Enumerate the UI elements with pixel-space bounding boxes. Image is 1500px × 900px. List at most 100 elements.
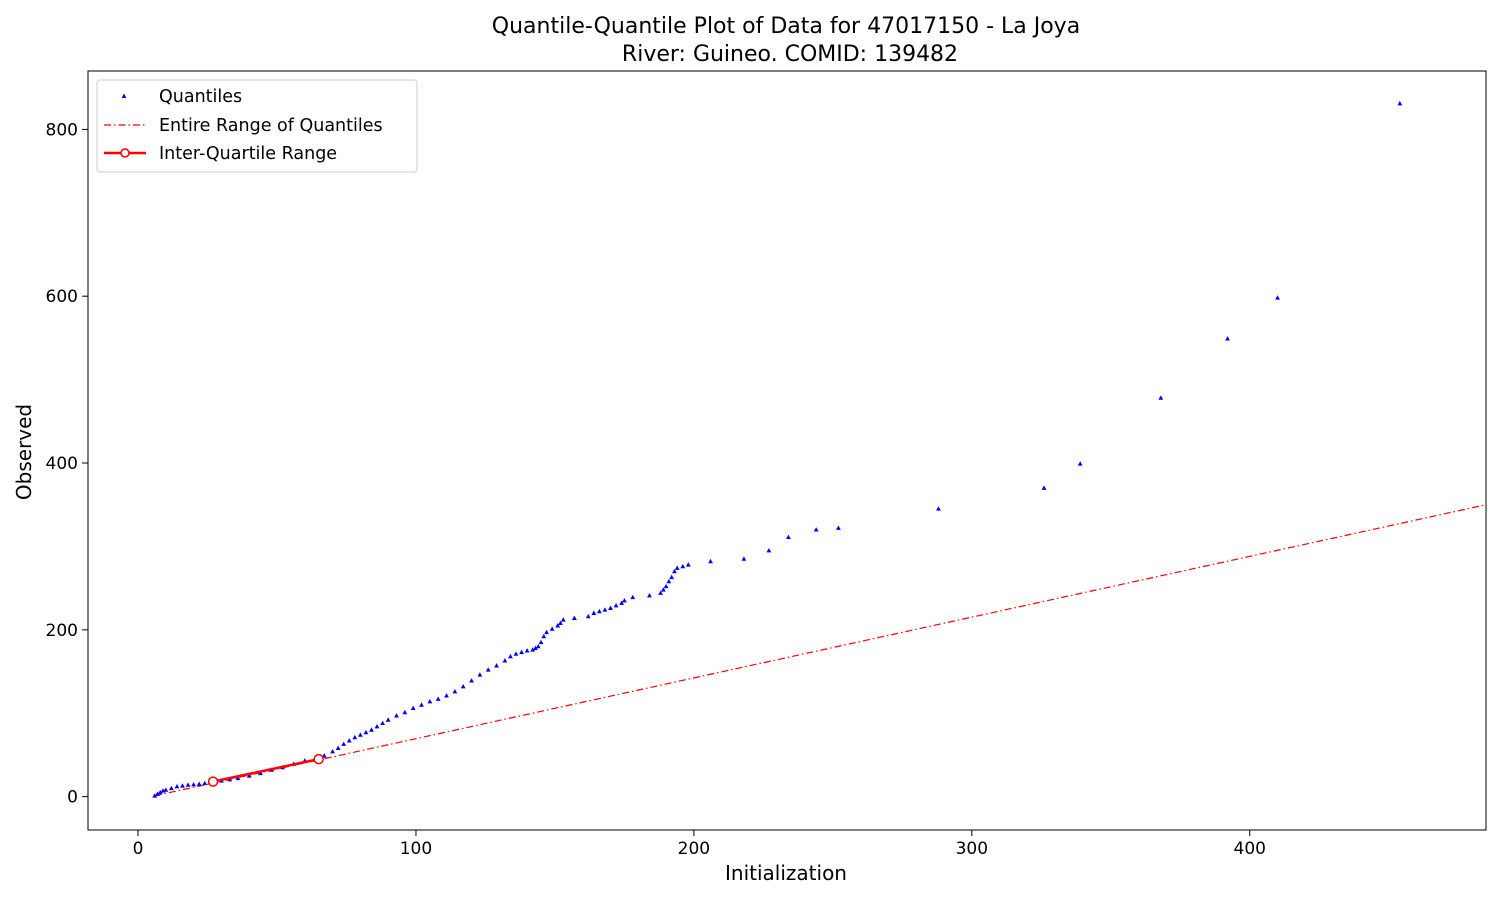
quantile-point <box>235 775 241 781</box>
legend-marker-quantiles <box>121 93 127 98</box>
quantile-point <box>647 593 652 598</box>
y-tick-label: 600 <box>46 287 78 307</box>
legend-label-entire-range: Entire Range of Quantiles <box>159 116 383 136</box>
quantile-point <box>591 610 597 615</box>
quantile-point <box>357 732 363 737</box>
quantile-point <box>669 574 675 580</box>
quantile-point <box>524 648 530 653</box>
y-tick-label: 0 <box>67 788 78 808</box>
quantile-point <box>502 658 508 663</box>
x-tick-label: 0 <box>133 839 144 859</box>
quantile-point <box>549 626 555 631</box>
y-tick-label: 400 <box>46 454 78 474</box>
quantile-point <box>402 709 408 715</box>
quantile-point <box>444 693 449 698</box>
chart-subtitle: River: Guineo. COMID: 139482 <box>622 42 958 67</box>
legend-frame <box>96 79 418 173</box>
quantile-point <box>435 696 441 701</box>
quantile-point <box>708 558 713 564</box>
quantile-point <box>427 698 433 704</box>
quantile-point <box>560 617 566 622</box>
quantile-point <box>602 607 608 612</box>
quantile-point <box>168 785 174 791</box>
quantile-point <box>374 723 380 729</box>
x-tick-label: 300 <box>956 839 988 859</box>
quantile-point <box>519 649 524 655</box>
quantile-point <box>202 780 208 786</box>
quantile-point <box>394 713 399 718</box>
quantile-point <box>619 600 625 605</box>
x-tick-label: 100 <box>400 839 432 859</box>
quantile-point <box>452 688 458 694</box>
y-tick-label: 800 <box>46 120 78 140</box>
quantile-point <box>533 645 538 650</box>
quantile-point <box>419 702 424 707</box>
quantile-point <box>196 781 202 786</box>
quantile-point <box>163 787 169 792</box>
x-tick-label: 400 <box>1234 839 1266 859</box>
quantile-point <box>608 605 613 610</box>
quantile-point <box>185 782 191 787</box>
quantile-point <box>335 745 341 751</box>
quantile-point <box>1158 395 1164 400</box>
quantile-point <box>785 534 791 540</box>
quantile-point <box>622 598 627 603</box>
quantile-point <box>1275 295 1280 300</box>
quantile-point <box>1397 100 1403 106</box>
quantile-point <box>530 647 536 652</box>
quantile-point <box>485 667 491 672</box>
quantile-point <box>191 781 197 787</box>
plot-area <box>152 100 1487 798</box>
plot-frame <box>87 70 1487 831</box>
quantile-point <box>613 603 619 608</box>
y-tick-label: 200 <box>46 621 78 641</box>
quantile-point <box>663 583 669 589</box>
quantile-point <box>741 556 747 561</box>
quantile-point <box>180 783 185 788</box>
quantile-point <box>410 705 416 711</box>
quantile-point <box>174 784 180 789</box>
quantile-point <box>535 643 541 649</box>
quantile-point <box>460 683 466 689</box>
legend-label-iqr: Inter-Quartile Range <box>159 144 337 164</box>
quantile-point <box>558 620 563 625</box>
quantile-point <box>571 615 577 620</box>
quantile-point <box>660 587 666 592</box>
quantile-point <box>685 562 691 567</box>
quantile-point <box>813 527 819 532</box>
quantile-point <box>936 506 941 511</box>
iqr-line <box>212 757 319 783</box>
quantile-point <box>363 729 369 735</box>
quantile-point <box>346 738 352 743</box>
quantile-point <box>766 547 772 553</box>
quantile-point <box>674 565 680 570</box>
quantile-point <box>352 734 358 740</box>
x-axis: 0100200300400500 <box>133 830 1266 859</box>
quantile-point <box>341 741 347 746</box>
quantile-point <box>469 678 474 683</box>
quantile-point <box>380 720 386 726</box>
quantile-point <box>538 639 544 645</box>
iqr-point <box>207 776 219 787</box>
quantile-point <box>585 613 591 619</box>
quantile-point <box>541 633 547 639</box>
quantile-point <box>836 525 841 530</box>
quantile-point <box>658 590 663 595</box>
quantile-point <box>155 791 160 796</box>
quantile-point <box>494 663 499 668</box>
quantile-point <box>680 563 686 569</box>
quantile-point <box>1225 336 1230 341</box>
y-axis: 0 200 400 600 800 <box>46 120 88 808</box>
quantile-point <box>152 793 158 798</box>
quantile-point <box>385 717 391 722</box>
quantile-point <box>477 672 483 677</box>
iqr-point <box>313 753 324 765</box>
quantile-point <box>330 748 335 754</box>
quantile-point <box>246 773 252 778</box>
quantile-point <box>666 578 672 584</box>
x-axis-label: Initialization <box>725 861 847 885</box>
quantile-point <box>596 608 602 614</box>
legend-label-quantiles: Quantiles <box>159 87 242 107</box>
quantile-point <box>508 653 513 659</box>
